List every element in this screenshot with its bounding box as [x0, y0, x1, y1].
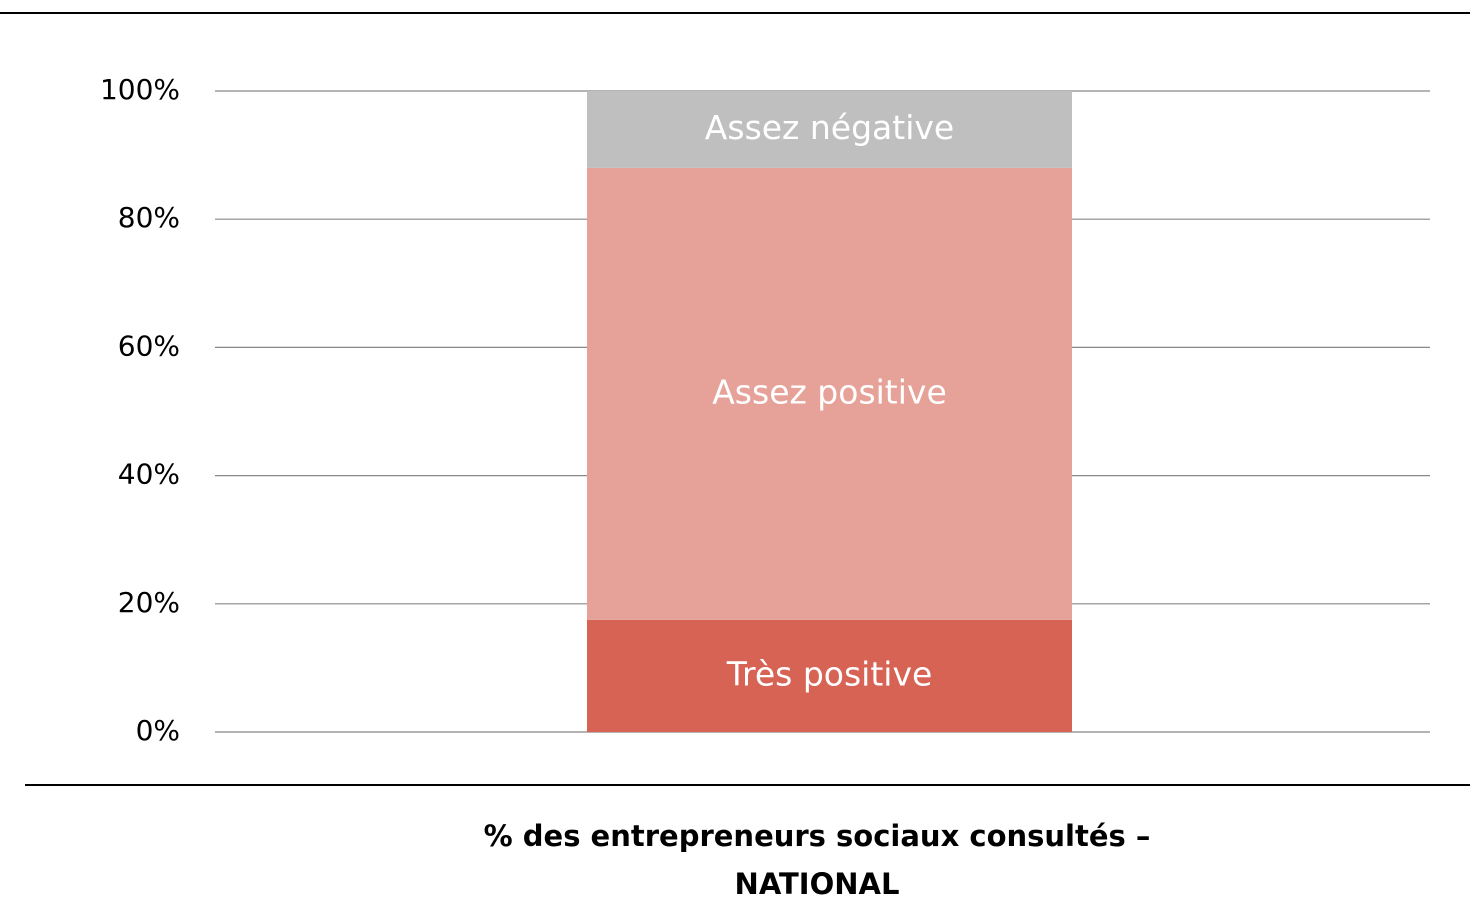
y-tick-label: 100%: [100, 73, 180, 106]
segment-label: Assez positive: [712, 372, 947, 411]
bar-segment: [587, 167, 1072, 620]
segment-label: Assez négative: [705, 108, 954, 147]
bar-segment: [587, 91, 1072, 168]
y-tick-label: 20%: [118, 586, 180, 619]
y-tick-label: 60%: [118, 329, 180, 362]
segment-label: Très positive: [726, 654, 933, 693]
bar-segment: [587, 619, 1072, 732]
x-axis-label: % des entrepreneurs sociaux consultés – …: [483, 819, 1151, 901]
y-tick-label: 40%: [118, 458, 180, 491]
y-tick-label: 80%: [118, 201, 180, 234]
y-tick-label: 0%: [136, 714, 180, 747]
